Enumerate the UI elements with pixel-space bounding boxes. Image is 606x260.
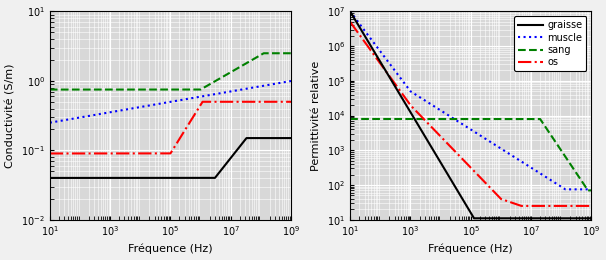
os [464,163,471,166]
X-axis label: Fréquence (Hz): Fréquence (Hz) [128,244,213,255]
sang [536,118,544,121]
graisse [464,206,471,209]
graisse [359,30,366,34]
Y-axis label: Conductivité (S/m): Conductivité (S/m) [5,63,16,168]
os [536,204,544,207]
sang [581,184,588,187]
graisse [458,195,465,198]
Legend: graisse, muscle, sang, os: graisse, muscle, sang, os [514,16,587,72]
X-axis label: Fréquence (Hz): Fréquence (Hz) [428,244,513,255]
Line: graisse: graisse [350,11,591,218]
os [458,156,465,159]
graisse [581,217,588,220]
graisse [470,217,478,220]
muscle [458,122,465,125]
muscle [562,188,569,191]
muscle [464,126,471,129]
sang [584,189,591,192]
muscle [588,188,595,191]
os [347,20,354,23]
graisse [536,217,544,220]
sang [581,183,588,186]
graisse [347,10,354,13]
muscle [359,26,366,29]
sang [347,118,354,121]
os [588,204,595,207]
muscle [347,10,354,13]
sang [458,118,465,121]
sang [588,189,595,192]
muscle [536,172,544,175]
muscle [581,188,588,191]
os [581,204,588,207]
Y-axis label: Permittivité relative: Permittivité relative [311,61,321,171]
sang [359,118,366,121]
Line: os: os [350,22,591,206]
Line: sang: sang [350,119,591,190]
muscle [581,188,588,191]
graisse [581,217,588,220]
Line: muscle: muscle [350,11,591,189]
os [518,204,525,207]
sang [464,118,471,121]
graisse [588,217,595,220]
os [359,37,366,41]
os [581,204,588,207]
